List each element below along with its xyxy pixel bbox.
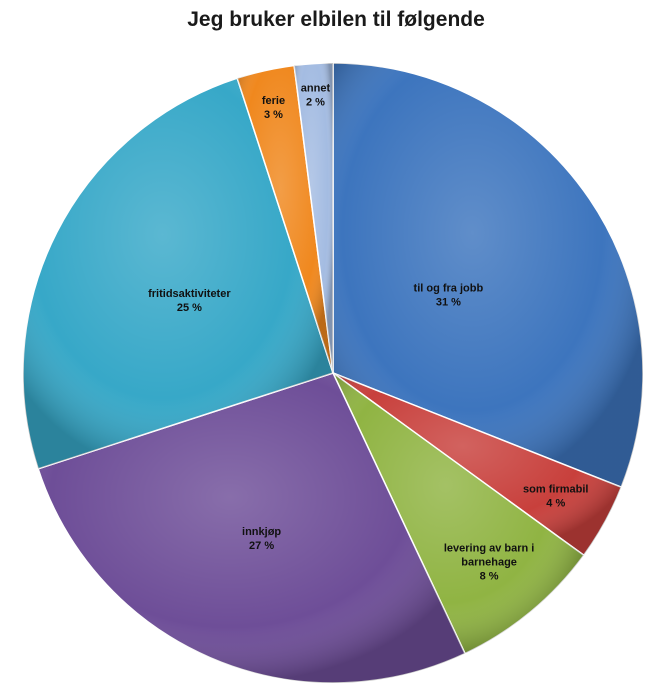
- slice-label-annet: annet 2 %: [301, 83, 331, 109]
- pie-slice-shading: [333, 373, 622, 556]
- chart-title: Jeg bruker elbilen til følgende: [187, 8, 485, 31]
- slice-label-fritidsaktiviteter: fritidsaktiviteter 25 %: [148, 288, 231, 314]
- slice-label-levering-av-barn-i-barnehage: levering av barn i barnehage 8 %: [444, 543, 534, 583]
- pie-slice-shading: [38, 373, 465, 683]
- slice-label-til-og-fra-jobb: til og fra jobb 31 %: [414, 283, 484, 309]
- pie-slice-shading: [333, 63, 643, 488]
- slice-label-innkjøp: innkjøp 27 %: [242, 526, 281, 552]
- pie-slice-shading: [237, 65, 333, 373]
- slice-label-som-firmabil: som firmabil 4 %: [523, 483, 588, 509]
- pie-slice-shading: [22, 78, 333, 469]
- slice-label-ferie: ferie 3 %: [262, 95, 285, 121]
- slices-layer: [22, 62, 644, 684]
- pie-slice-shading: [294, 63, 333, 373]
- labels-layer: til og fra jobb 31 % som firmabil 4 % leveri…: [148, 83, 588, 583]
- pie-slice-shading: [333, 373, 584, 654]
